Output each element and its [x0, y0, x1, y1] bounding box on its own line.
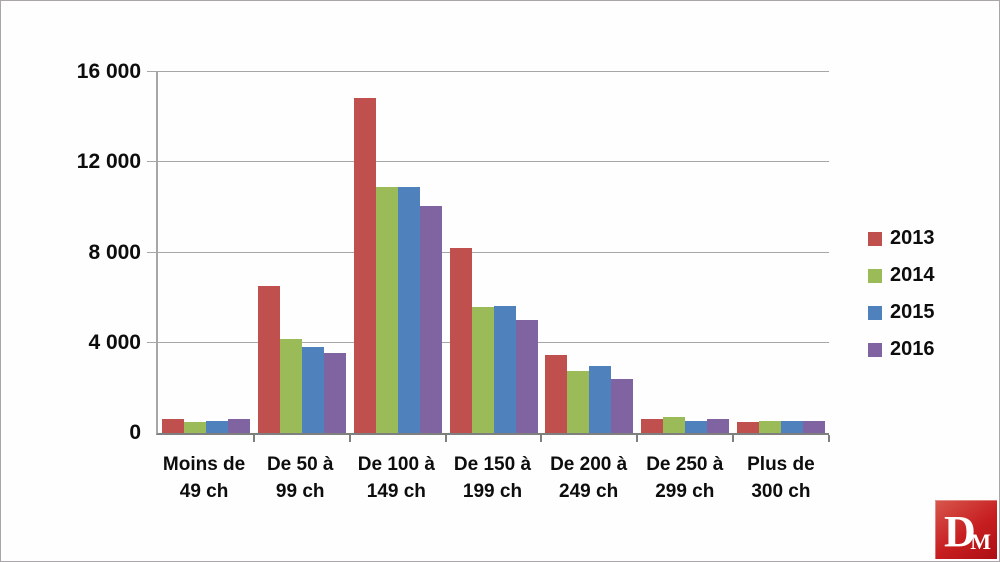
dm-logo-letter-d: D [944, 507, 976, 556]
bar-2014-group6 [663, 417, 686, 433]
bar-2016-group6 [707, 419, 730, 433]
bar-group-7 [733, 72, 831, 442]
bar-2015-group5 [589, 366, 612, 433]
x-axis-tick [348, 435, 351, 442]
legend-item-2016: 2016 [868, 339, 935, 360]
bar-2014-group3 [375, 187, 398, 433]
legend-swatch-2014 [868, 268, 882, 283]
x-category-label-2: De 50 à 99 ch [266, 454, 334, 502]
gridline-12000 [158, 161, 829, 163]
bar-2013-group1 [161, 419, 184, 433]
dm-logo-letter-m: M [970, 529, 991, 554]
bar-2014-group4 [471, 306, 494, 433]
bar-2015-group3 [397, 187, 420, 433]
legend-swatch-2015 [868, 305, 882, 320]
legend: 2013 2014 2015 2016 [868, 228, 935, 376]
bar-2015-group4 [493, 305, 516, 433]
x-axis-tick [444, 435, 447, 442]
bar-2015-group7 [781, 420, 804, 433]
legend-label-2015: 2015 [890, 301, 935, 323]
bar-2014-group1 [183, 421, 206, 433]
legend-label-2014: 2014 [890, 264, 935, 286]
x-category-label-1: Moins de 49 ch [162, 454, 246, 502]
bar-2013-group6 [641, 419, 664, 433]
x-axis-tick [540, 435, 543, 442]
x-axis-tick [732, 435, 735, 442]
bar-2014-group7 [759, 420, 782, 433]
bar-2014-group2 [279, 339, 302, 433]
bar-2016-group1 [227, 418, 250, 433]
y-tick-label-4000: 4 000 [88, 330, 141, 354]
bar-groups [158, 72, 831, 442]
x-category-label-3: De 100 à 149 ch [357, 454, 435, 502]
bar-2016-group7 [803, 420, 826, 433]
x-axis-labels: Moins de 49 ch De 50 à 99 ch De 100 à 149 ch D… [156, 451, 829, 505]
y-axis-tick [147, 71, 158, 72]
x-axis-tick [636, 435, 639, 442]
gridline-16000 [158, 71, 829, 72]
bar-group-1 [158, 72, 255, 442]
gridline-8000 [158, 251, 829, 253]
bar-group-4 [446, 72, 543, 442]
y-tick-label-8000: 8 000 [88, 240, 141, 264]
x-category-label-6: De 250 à 299 ch [646, 454, 724, 502]
x-category-label-4: De 150 à 199 ch [453, 454, 532, 502]
bar-group-6 [637, 72, 735, 442]
legend-item-2013: 2013 [868, 228, 935, 249]
y-tick-label-0: 0 [129, 421, 141, 444]
x-axis-tick [252, 435, 255, 442]
y-axis-tick [147, 161, 158, 163]
bar-2016-group3 [419, 206, 442, 433]
bar-group-2 [254, 72, 351, 442]
legend-item-2015: 2015 [868, 302, 935, 323]
bar-2013-group3 [353, 97, 376, 433]
bar-group-3 [350, 72, 447, 442]
bar-2015-group2 [301, 347, 324, 433]
x-axis-tick [828, 435, 831, 442]
bar-2015-group6 [685, 420, 708, 433]
x-category-label-5: De 200 à 249 ch [550, 454, 628, 502]
bar-2016-group2 [323, 352, 346, 433]
x-category-label-7: Plus de 300 ch [747, 454, 815, 502]
plot-area: 0 4 000 8 000 12 000 16 000 [77, 60, 831, 444]
legend-item-2014: 2014 [868, 265, 935, 286]
bar-group-5 [541, 72, 639, 442]
legend-swatch-2016 [868, 342, 882, 357]
legend-label-2016: 2016 [890, 338, 935, 360]
y-axis-tick [147, 341, 158, 343]
y-tick-label-16000: 16 000 [76, 60, 141, 83]
dm-logo: D M [935, 500, 997, 559]
bar-2013-group4 [449, 248, 472, 433]
legend-label-2013: 2013 [890, 227, 935, 249]
bar-2016-group5 [611, 378, 634, 433]
bar-2014-group5 [567, 370, 590, 433]
bar-2013-group5 [545, 355, 568, 433]
bar-2013-group2 [257, 286, 280, 433]
y-axis-tick [147, 251, 158, 253]
bar-2016-group4 [515, 320, 538, 433]
bar-2015-group1 [205, 420, 228, 433]
legend-swatch-2013 [868, 231, 882, 246]
y-tick-label-12000: 12 000 [76, 150, 141, 174]
bar-2013-group7 [737, 421, 760, 433]
